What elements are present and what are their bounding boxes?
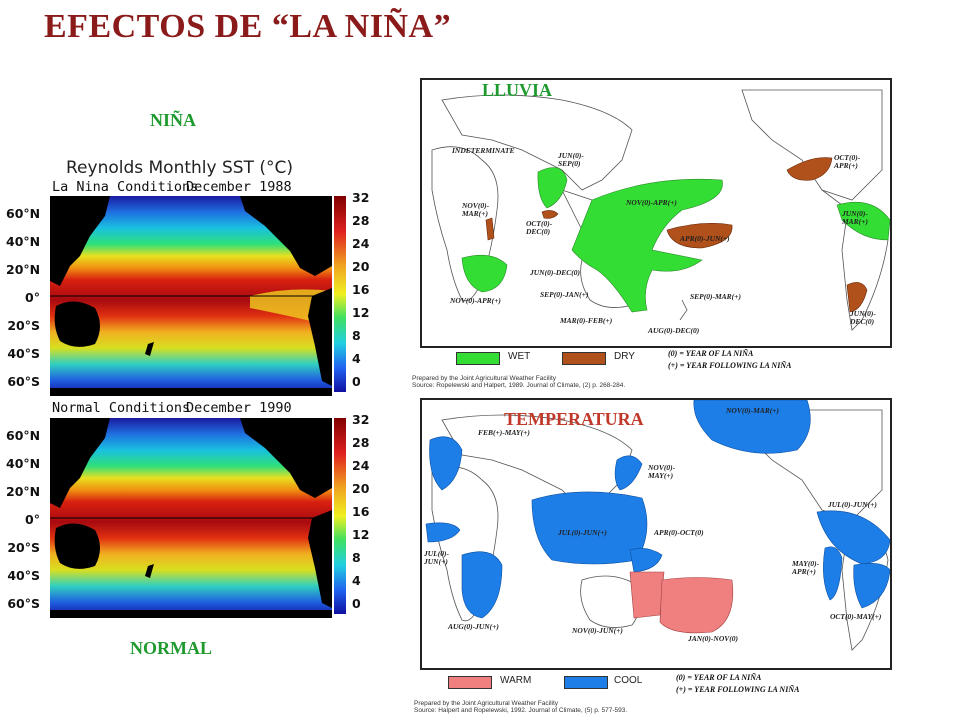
lat-label: 20°N: [6, 262, 41, 277]
colorbar-tick: 4: [352, 351, 361, 366]
lat-label: 60°S: [7, 596, 40, 611]
cool-swatch: [564, 676, 608, 689]
sst-normal-date: December 1990: [186, 400, 292, 416]
rain-source-0: Prepared by the Joint Agricultural Weath…: [412, 375, 557, 382]
colorbar-tick: 32: [352, 190, 370, 205]
temp-note: JAN(0)-NOV(0): [688, 634, 738, 643]
temp-year-legend-0: (0) = YEAR OF LA NIÑA: [676, 673, 762, 682]
colorbar-tick: 28: [352, 435, 370, 450]
temp-note: NOV(0)-MAY(+): [648, 463, 676, 480]
rain-year-legend-1: (+) = YEAR FOLLOWING LA NIÑA: [668, 361, 792, 370]
rain-year-legend-0: (0) = YEAR OF LA NIÑA: [668, 349, 754, 358]
lat-label: 40°N: [6, 456, 41, 471]
rain-note: OCT(0)-APR(+): [834, 153, 861, 170]
temp-source-1: Source: Halpert and Ropelewski, 1992. Jo…: [414, 707, 628, 714]
lat-label: 60°N: [6, 428, 41, 443]
colorbar-tick: 12: [352, 305, 370, 320]
sst-nina-date: December 1988: [186, 179, 292, 195]
rain-note: SEP(0)-MAR(+): [690, 292, 741, 301]
lat-label: 20°S: [7, 540, 40, 555]
colorbar-tick: 8: [352, 550, 361, 565]
lluvia-label: LLUVIA: [482, 80, 553, 100]
colorbar-tick: 8: [352, 328, 361, 343]
rain-note: JUN(0)-MAR(+): [842, 209, 868, 226]
lat-label: 40°S: [7, 568, 40, 583]
sst-colorbar-normal: [334, 418, 346, 614]
rain-note: NOV(0)-APR(+): [626, 198, 677, 207]
rain-note: JUN(0)-SEP(0): [558, 151, 584, 168]
sst-title: Reynolds Monthly SST (°C): [66, 158, 293, 178]
colorbar-tick: 12: [352, 527, 370, 542]
rain-note: SEP(0)-JAN(+): [540, 290, 589, 299]
rain-note: JUN(0)-DEC(0): [850, 309, 876, 326]
sst-normal-condition: Normal Conditions: [52, 400, 191, 416]
rain-note: MAR(0)-FEB(+): [560, 316, 613, 325]
colorbar-tick: 16: [352, 282, 370, 297]
temp-note: NOV(0)-JUN(+): [572, 626, 623, 635]
colorbar-tick: 24: [352, 458, 370, 473]
temp-note: NOV(0)-MAR(+): [726, 406, 780, 415]
lat-label: 20°N: [6, 484, 41, 499]
colorbar-tick: 28: [352, 213, 370, 228]
colorbar-tick: 0: [352, 374, 361, 389]
lat-label: 60°S: [7, 374, 40, 389]
dry-label: DRY: [614, 351, 635, 362]
rain-map: INDETERMINATE JUN(0)-SEP(0) NOV(0)-MAR(+…: [420, 78, 892, 348]
sst-map-nina: [50, 196, 332, 396]
rain-note: AUG(0)-DEC(0): [648, 326, 700, 335]
temp-map-svg: [425, 400, 890, 651]
lat-label: 40°N: [6, 234, 41, 249]
nina-label: NIÑA: [150, 110, 197, 130]
temp-note: APR(0)-OCT(0): [654, 528, 704, 537]
page-title: EFECTOS DE “LA NIÑA”: [44, 8, 452, 45]
temp-note: JUL(0)-JUN(+): [828, 500, 877, 509]
warm-swatch: [448, 676, 492, 689]
sst-colorbar-nina: [334, 196, 346, 392]
cool-label: COOL: [614, 675, 643, 686]
temperatura-label: TEMPERATURA: [504, 409, 644, 429]
temp-year-legend-1: (+) = YEAR FOLLOWING LA NIÑA: [676, 685, 800, 694]
temp-source-0: Prepared by the Joint Agricultural Weath…: [414, 700, 559, 707]
temp-note: JUL(0)-JUN(+): [424, 549, 449, 566]
sst-map-normal: [50, 418, 332, 618]
normal-label: NORMAL: [130, 638, 212, 658]
lat-label: 0°: [25, 290, 40, 305]
temp-note: AUG(0)-JUN(+): [448, 622, 499, 631]
rain-map-svg: [431, 89, 890, 331]
lat-label: 20°S: [7, 318, 40, 333]
sst-nina-condition: La Nina Conditions: [52, 179, 199, 195]
dry-swatch: [562, 352, 606, 365]
colorbar-tick: 0: [352, 596, 361, 611]
rain-note: JUN(0)-DEC(0): [530, 268, 580, 277]
rain-note: APR(0)-JUN(+): [680, 234, 730, 243]
colorbar-tick: 4: [352, 573, 361, 588]
temp-note: FEB(+)-MAY(+): [478, 428, 530, 437]
rain-note: INDETERMINATE: [452, 146, 515, 155]
colorbar-tick: 16: [352, 504, 370, 519]
lat-label: 40°S: [7, 346, 40, 361]
colorbar-tick: 32: [352, 412, 370, 427]
temp-note: MAY(0)-APR(+): [792, 559, 820, 576]
colorbar-tick: 20: [352, 481, 370, 496]
lat-label: 60°N: [6, 206, 41, 221]
rain-source-1: Source: Ropelewski and Halpert, 1989. Jo…: [412, 382, 626, 389]
lat-label: 0°: [25, 512, 40, 527]
temp-note: JUL(0)-JUN(+): [558, 528, 607, 537]
temp-note: OCT(0)-MAY(+): [830, 612, 882, 621]
wet-swatch: [456, 352, 500, 365]
wet-label: WET: [508, 351, 531, 362]
rain-note: NOV(0)-MAR(+): [462, 201, 490, 218]
colorbar-tick: 24: [352, 236, 370, 251]
warm-label: WARM: [500, 675, 532, 686]
colorbar-tick: 20: [352, 259, 370, 274]
temp-map: FEB(+)-MAY(+) NOV(0)-MAR(+) NOV(0)-MAY(+…: [420, 398, 892, 670]
rain-note: OCT(0)-DEC(0): [526, 219, 553, 236]
rain-note: NOV(0)-APR(+): [450, 296, 501, 305]
